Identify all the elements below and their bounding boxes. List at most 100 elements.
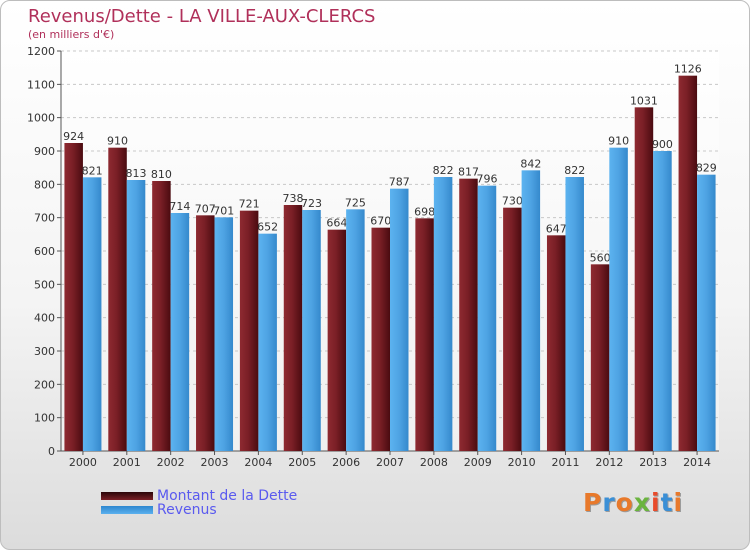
bar-revenus — [346, 209, 365, 451]
y-tick-label: 300 — [34, 345, 55, 358]
y-tick-label: 900 — [34, 145, 55, 158]
value-label-revenus: 829 — [696, 162, 717, 175]
bar-revenus — [521, 170, 541, 452]
x-tick-label: 2013 — [639, 456, 667, 469]
value-label-revenus: 723 — [301, 197, 322, 210]
bar-revenus — [390, 188, 409, 451]
value-label-revenus: 842 — [520, 157, 541, 170]
value-label-dette: 738 — [283, 192, 304, 205]
y-tick-label: 1100 — [27, 78, 55, 91]
bar-dette — [371, 227, 390, 451]
value-label-revenus: 714 — [169, 200, 190, 213]
legend-label-dette: Montant de la Dette — [157, 488, 298, 504]
bar-dette — [196, 215, 215, 451]
bar-dette — [239, 210, 259, 451]
proxiti-logo: Proxiti — [583, 488, 683, 517]
value-label-revenus: 821 — [82, 164, 103, 177]
x-tick-label: 2012 — [595, 456, 623, 469]
bar-revenus — [214, 217, 234, 451]
bar-revenus — [653, 151, 672, 451]
bar-dette — [546, 235, 566, 451]
bar-dette — [64, 143, 83, 451]
bar-revenus — [258, 233, 277, 451]
logo-letter: x — [633, 488, 651, 517]
value-label-dette: 1031 — [630, 94, 658, 107]
value-label-dette: 670 — [370, 215, 391, 228]
logo-letter: t — [660, 488, 674, 517]
value-label-dette: 910 — [107, 135, 128, 148]
value-label-revenus: 725 — [345, 196, 366, 209]
bar-dette — [634, 107, 654, 451]
value-label-revenus: 796 — [476, 173, 497, 186]
x-tick-label: 2007 — [376, 456, 404, 469]
bar-dette — [283, 205, 303, 451]
y-tick-label: 600 — [34, 245, 55, 258]
y-tick-label: 1000 — [27, 112, 55, 125]
y-tick-label: 1200 — [27, 45, 55, 58]
bar-revenus — [126, 180, 146, 451]
bar-dette — [152, 181, 171, 451]
x-tick-label: 2008 — [420, 456, 448, 469]
bar-revenus — [565, 177, 584, 451]
y-tick-label: 0 — [48, 445, 55, 458]
x-tick-label: 2005 — [288, 456, 316, 469]
bar-dette — [459, 178, 478, 451]
value-label-revenus: 787 — [389, 176, 410, 189]
legend-label-revenus: Revenus — [157, 502, 217, 518]
value-label-dette: 560 — [590, 251, 611, 264]
bar-revenus — [477, 185, 497, 451]
y-tick-label: 800 — [34, 178, 55, 191]
bar-dette — [327, 229, 347, 451]
x-tick-label: 2011 — [551, 456, 579, 469]
x-tick-label: 2002 — [157, 456, 185, 469]
bar-revenus — [697, 174, 716, 451]
bar-dette — [503, 207, 522, 451]
x-tick-label: 2001 — [113, 456, 141, 469]
value-label-dette: 707 — [195, 202, 216, 215]
value-label-dette: 698 — [414, 205, 435, 218]
bar-revenus — [170, 213, 190, 451]
value-label-revenus: 910 — [608, 135, 629, 148]
value-label-revenus: 813 — [126, 167, 147, 180]
value-label-dette: 721 — [239, 198, 260, 211]
legend-item-revenus: Revenus — [101, 502, 217, 518]
value-label-revenus: 822 — [564, 164, 585, 177]
x-tick-label: 2010 — [508, 456, 536, 469]
legend-swatch-revenus — [101, 506, 153, 514]
value-label-dette: 817 — [458, 166, 479, 179]
logo-letter: P — [583, 488, 603, 517]
y-tick-label: 700 — [34, 212, 55, 225]
value-label-revenus: 900 — [652, 138, 673, 151]
chart-title: Revenus/Dette - LA VILLE-AUX-CLERCS — [28, 6, 376, 27]
logo-letter: r — [602, 488, 616, 517]
value-label-dette: 647 — [546, 222, 567, 235]
value-label-dette: 730 — [502, 195, 523, 208]
bar-dette — [415, 218, 434, 451]
y-tick-label: 200 — [34, 378, 55, 391]
value-label-dette: 664 — [326, 217, 347, 230]
bar-revenus — [82, 177, 102, 452]
bar-revenus — [433, 177, 453, 451]
value-label-dette: 1126 — [674, 63, 702, 76]
value-label-revenus: 822 — [433, 164, 454, 177]
value-label-revenus: 701 — [213, 204, 234, 217]
x-tick-label: 2000 — [69, 456, 97, 469]
bar-dette — [678, 75, 698, 452]
x-tick-label: 2003 — [201, 456, 229, 469]
x-tick-label: 2004 — [244, 456, 272, 469]
logo-letter: i — [673, 488, 684, 517]
legend-swatch-dette — [101, 492, 153, 500]
logo-letter: o — [615, 488, 634, 517]
chart-subtitle: (en milliers d'€) — [28, 28, 115, 41]
value-label-dette: 810 — [151, 168, 172, 181]
bar-revenus — [609, 147, 628, 451]
bar-dette — [108, 147, 127, 451]
x-tick-label: 2009 — [464, 456, 492, 469]
x-tick-label: 2006 — [332, 456, 360, 469]
bar-revenus — [302, 210, 321, 451]
logo-letter: i — [651, 488, 661, 517]
x-tick-label: 2014 — [683, 456, 711, 469]
y-tick-label: 500 — [34, 278, 55, 291]
